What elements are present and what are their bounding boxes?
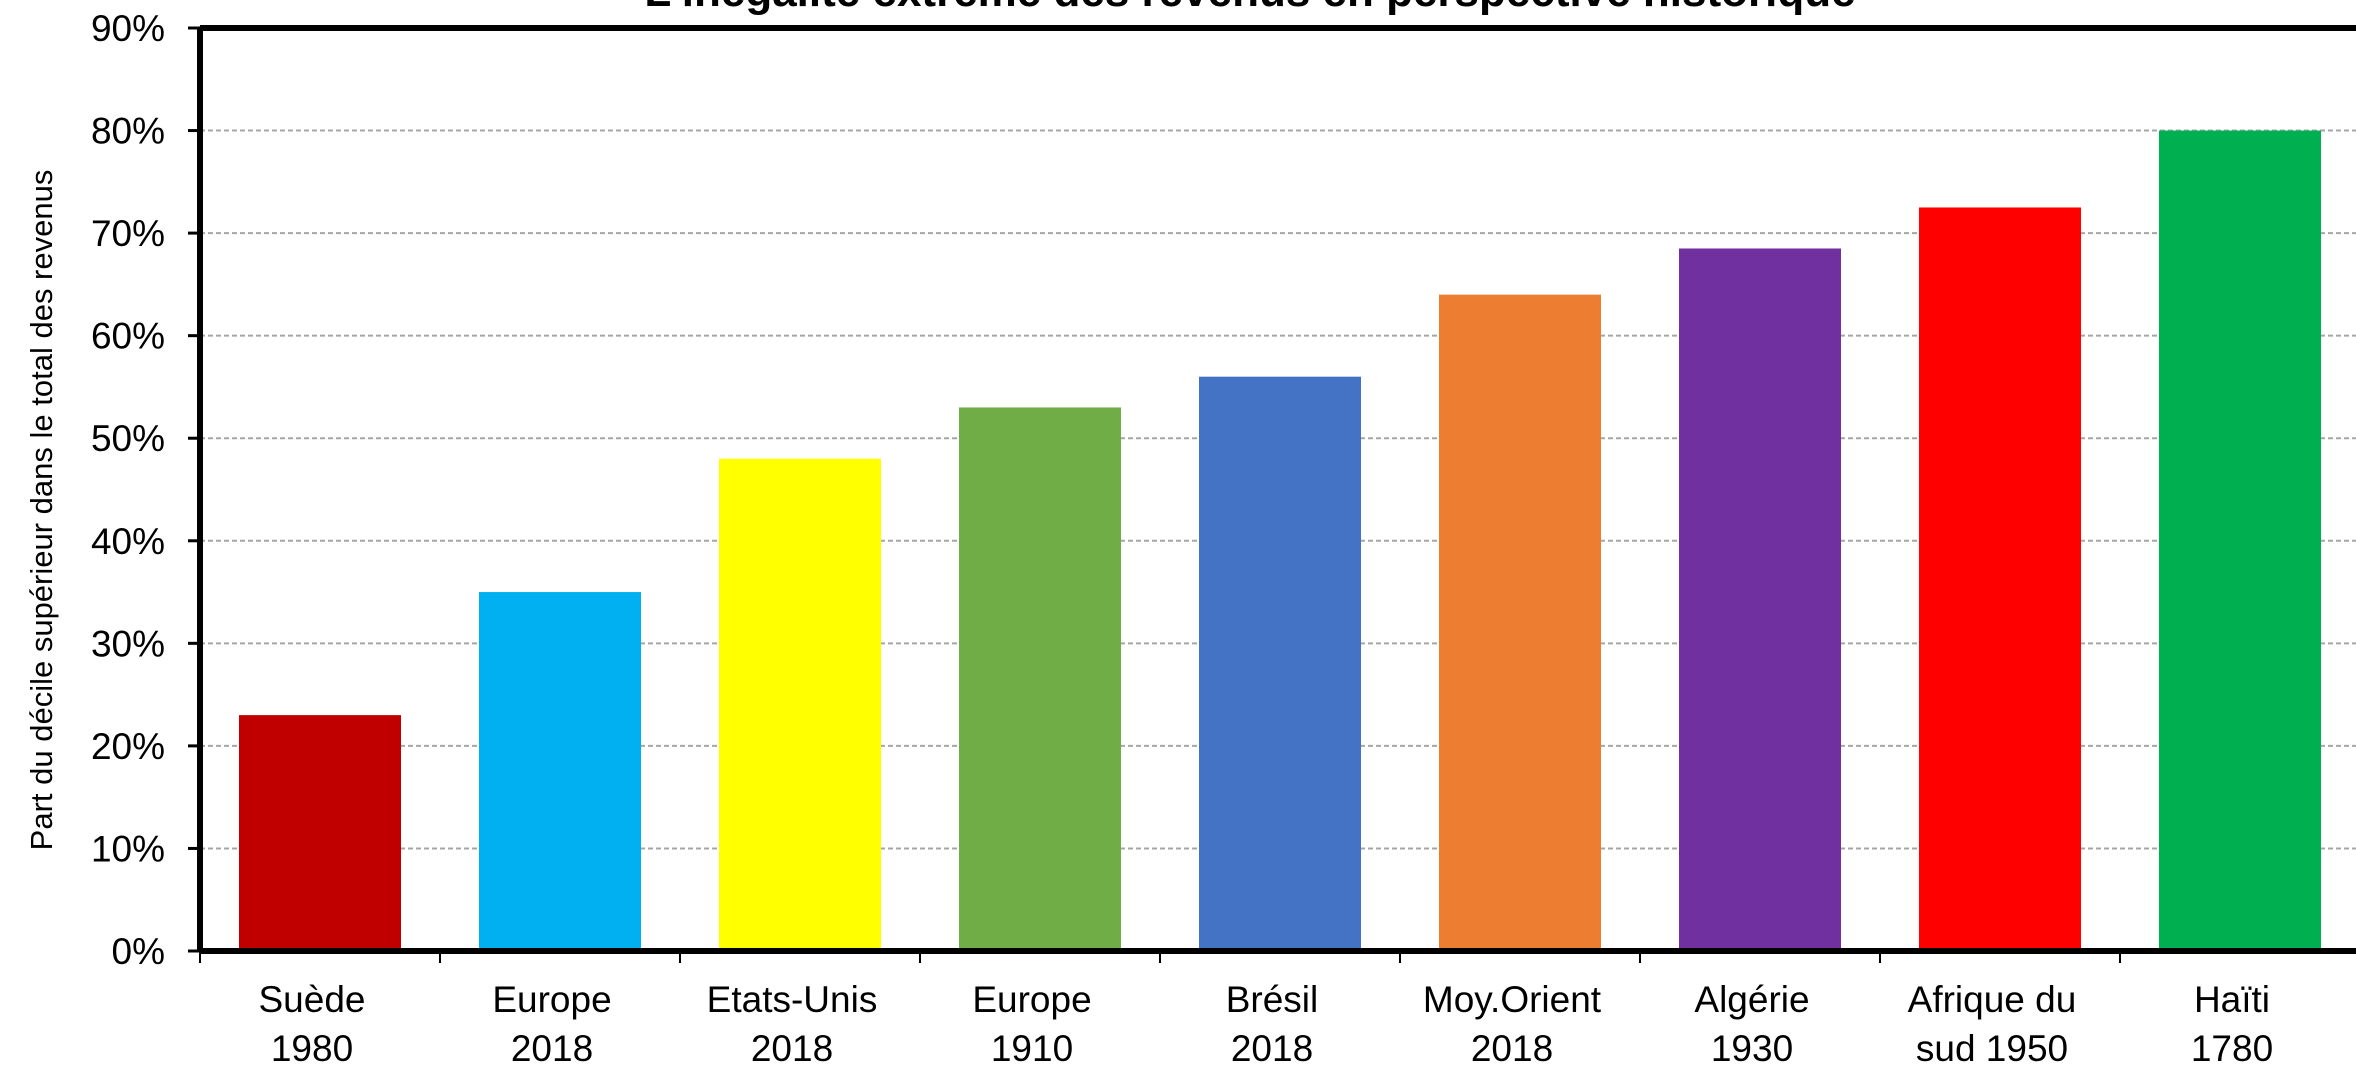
x-tick-label: Suède 1980 (259, 979, 366, 1069)
y-tick-label: 80% (91, 111, 165, 152)
x-tick-label-line: Moy.Orient (1423, 979, 1602, 1020)
bar (1199, 376, 1361, 951)
x-tick-label-line: Etats-Unis (707, 979, 878, 1020)
x-tick-label: Europe 1910 (972, 979, 1091, 1069)
y-tick-label: 40% (91, 521, 165, 562)
bars-layer (239, 130, 2321, 952)
x-tick-label-line: 2018 (1471, 1028, 1553, 1069)
y-tick-label: 60% (91, 316, 165, 357)
y-tick-label: 50% (91, 418, 165, 459)
bar (2159, 130, 2321, 952)
y-tick-label: 90% (91, 8, 165, 49)
chart-title: L'inégalité extrême des revenus en persp… (644, 0, 1855, 16)
y-tick-labels: 0% 10% 20% 30% 40% 50% 60% 70% 80% 90% (91, 8, 165, 972)
x-tick-label-line: Europe (972, 979, 1091, 1020)
x-tick-label-line: 2018 (751, 1028, 833, 1069)
x-tick-label: Brésil 2018 (1226, 979, 1319, 1069)
y-tick-label: 10% (91, 828, 165, 869)
x-tick-label-line: Algérie (1694, 979, 1809, 1020)
x-tick-label-line: 1910 (991, 1028, 1073, 1069)
y-tick-label: 0% (112, 931, 165, 972)
x-tick-label-line: Haïti (2194, 979, 2270, 1020)
bar (1439, 294, 1601, 952)
axes-layer (188, 25, 2356, 963)
x-tick-label: Haïti 1780 (2191, 979, 2273, 1069)
x-tick-label: Europe 2018 (492, 979, 611, 1069)
y-tick-label: 70% (91, 213, 165, 254)
y-tick-label: 30% (91, 623, 165, 664)
y-axis-label: Part du décile supérieur dans le total d… (24, 170, 59, 851)
x-tick-label-line: 2018 (511, 1028, 593, 1069)
x-tick-label: Etats-Unis 2018 (707, 979, 878, 1069)
x-tick-label-line: 1780 (2191, 1028, 2273, 1069)
bar (479, 592, 641, 951)
x-tick-label: Afrique du sud 1950 (1908, 979, 2077, 1069)
x-tick-label-line: Europe (492, 979, 611, 1020)
x-tick-label-line: 2018 (1231, 1028, 1313, 1069)
x-tick-label: Moy.Orient 2018 (1423, 979, 1602, 1069)
bar (719, 458, 881, 951)
bar (1679, 248, 1841, 951)
x-tick-label: Algérie 1930 (1694, 979, 1809, 1069)
y-tick-label: 20% (91, 726, 165, 767)
x-tick-label-line: 1930 (1711, 1028, 1793, 1069)
bar (1919, 207, 2081, 951)
x-tick-label-line: sud 1950 (1916, 1028, 2068, 1069)
x-tick-labels: Suède 1980 Europe 2018 Etats-Unis 2018 Europe 1… (259, 979, 2274, 1069)
x-tick-label-line: Brésil (1226, 979, 1319, 1020)
x-tick-label-line: Afrique du (1908, 979, 2077, 1020)
x-tick-label-line: Suède (259, 979, 366, 1020)
x-tick-label-line: 1980 (271, 1028, 353, 1069)
bar (239, 715, 401, 951)
bar (959, 407, 1121, 951)
